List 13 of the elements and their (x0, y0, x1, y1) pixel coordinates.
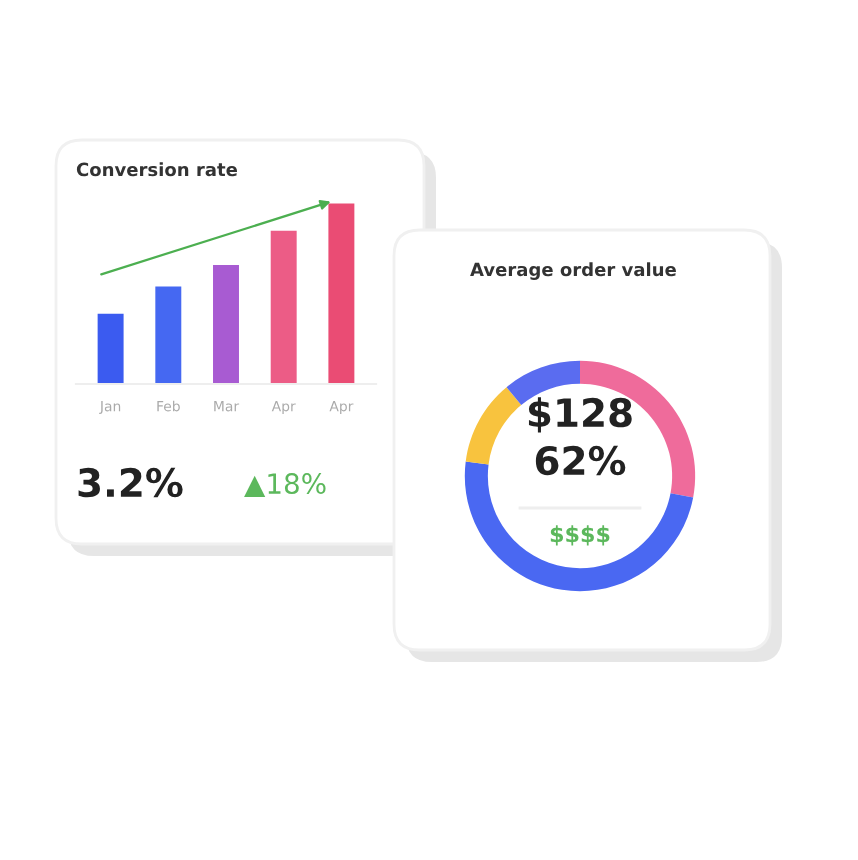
text: 3.2% (78, 467, 183, 498)
bar (213, 264, 239, 384)
text: $$$$ (550, 525, 610, 546)
text: ▲18% (244, 473, 326, 498)
text: 62% (535, 445, 626, 476)
bar (328, 203, 355, 384)
chart-title: Average order value (470, 262, 676, 280)
bar (270, 230, 297, 384)
chart-title: Conversion rate (76, 162, 237, 177)
donut-slice (465, 387, 522, 465)
text: $128 (528, 397, 632, 433)
bar (155, 286, 182, 384)
bar (97, 313, 124, 384)
